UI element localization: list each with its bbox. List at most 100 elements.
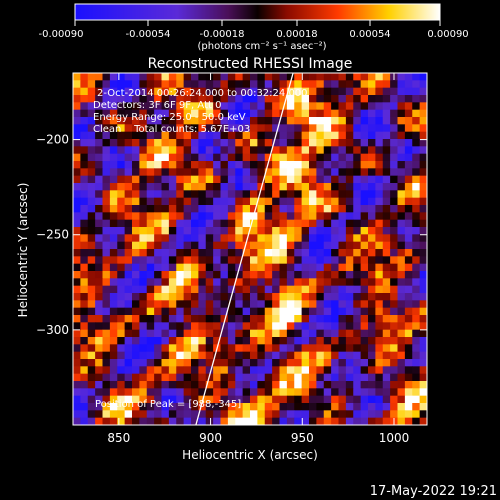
heatmap-cell — [198, 366, 207, 375]
heatmap-cell — [404, 403, 413, 411]
heatmap-cell — [220, 271, 229, 279]
heatmap-cell — [227, 197, 236, 206]
heatmap-cell — [257, 219, 266, 228]
heatmap-cell — [309, 227, 317, 235]
heatmap-cell — [412, 139, 421, 147]
heatmap-cell — [73, 366, 81, 375]
heatmap-cell — [345, 410, 354, 419]
heatmap-cell — [235, 139, 244, 147]
heatmap-cell — [168, 102, 177, 111]
heatmap-cell — [412, 197, 421, 206]
heatmap-cell — [161, 175, 170, 184]
heatmap-cell — [213, 241, 221, 250]
heatmap-cell — [139, 190, 148, 199]
heatmap-cell — [124, 197, 133, 206]
heatmap-cell — [242, 366, 251, 375]
heatmap-cell — [146, 212, 155, 221]
heatmap-cell — [419, 73, 427, 81]
heatmap-cell — [316, 403, 325, 411]
heatmap-cell — [161, 329, 170, 338]
heatmap-cell — [390, 190, 398, 199]
heatmap-cell — [279, 87, 288, 96]
heatmap-cell — [183, 329, 192, 338]
heatmap-cell — [168, 351, 177, 360]
heatmap-cell — [235, 175, 244, 184]
heatmap-cell — [331, 395, 339, 404]
heatmap-cell — [272, 344, 280, 353]
heatmap-cell — [338, 271, 347, 279]
heatmap-cell — [412, 285, 421, 294]
heatmap-cell — [316, 109, 325, 118]
heatmap-cell — [191, 227, 199, 235]
heatmap-cell — [80, 373, 89, 382]
heatmap-cell — [73, 117, 81, 125]
heatmap-cell — [205, 95, 214, 103]
heatmap-cell — [279, 359, 288, 367]
heatmap-cell — [316, 307, 325, 316]
heatmap-cell — [146, 241, 155, 250]
heatmap-cell — [353, 322, 362, 331]
heatmap-cell — [242, 175, 251, 184]
heatmap-cell — [102, 219, 111, 228]
heatmap-cell — [132, 373, 140, 382]
heatmap-cell — [323, 153, 332, 162]
heatmap-cell — [360, 95, 369, 103]
heatmap-cell — [132, 315, 140, 323]
heatmap-cell — [176, 87, 185, 96]
heatmap-cell — [132, 95, 140, 103]
heatmap-cell — [176, 278, 185, 287]
heatmap-cell — [87, 131, 96, 140]
heatmap-cell — [117, 124, 126, 133]
heatmap-cell — [353, 73, 362, 81]
heatmap-cell — [102, 337, 111, 345]
heatmap-cell — [382, 256, 391, 265]
heatmap-cell — [139, 285, 148, 294]
heatmap-cell — [242, 212, 251, 221]
heatmap-cell — [191, 241, 199, 250]
heatmap-cell — [154, 131, 162, 140]
heatmap-cell — [109, 278, 118, 287]
heatmap-cell — [272, 234, 280, 243]
heatmap-cell — [183, 263, 192, 272]
heatmap-cell — [316, 315, 325, 323]
heatmap-cell — [213, 293, 221, 301]
heatmap-cell — [294, 322, 303, 331]
heatmap-cell — [360, 366, 369, 375]
heatmap-cell — [257, 153, 266, 162]
heatmap-cell — [213, 249, 221, 257]
heatmap-cell — [390, 205, 398, 213]
heatmap-cell — [213, 131, 221, 140]
heatmap-cell — [117, 373, 126, 382]
heatmap-cell — [279, 315, 288, 323]
heatmap-cell — [242, 403, 251, 411]
heatmap-cell — [102, 227, 111, 235]
heatmap-cell — [80, 388, 89, 397]
heatmap-cell — [102, 403, 111, 411]
heatmap-cell — [360, 263, 369, 272]
heatmap-cell — [205, 410, 214, 419]
heatmap-cell — [294, 109, 303, 118]
heatmap-cell — [117, 263, 126, 272]
heatmap-cell — [323, 131, 332, 140]
heatmap-cell — [73, 227, 81, 235]
heatmap-cell — [191, 80, 199, 89]
heatmap-cell — [168, 300, 177, 309]
heatmap-cell — [279, 278, 288, 287]
heatmap-cell — [139, 175, 148, 184]
heatmap-cell — [220, 293, 229, 301]
heatmap-cell — [257, 197, 266, 206]
heatmap-cell — [309, 373, 317, 382]
heatmap-cell — [124, 212, 133, 221]
heatmap-cell — [102, 205, 111, 213]
heatmap-cell — [154, 212, 162, 221]
heatmap-cell — [301, 366, 310, 375]
heatmap-cell — [286, 403, 295, 411]
heatmap-cell — [198, 175, 207, 184]
heatmap-cell — [345, 403, 354, 411]
heatmap-cell — [397, 212, 406, 221]
heatmap-cell — [382, 146, 391, 155]
heatmap-cell — [250, 300, 258, 309]
heatmap-cell — [279, 95, 288, 103]
heatmap-cell — [353, 373, 362, 382]
heatmap-cell — [183, 241, 192, 250]
